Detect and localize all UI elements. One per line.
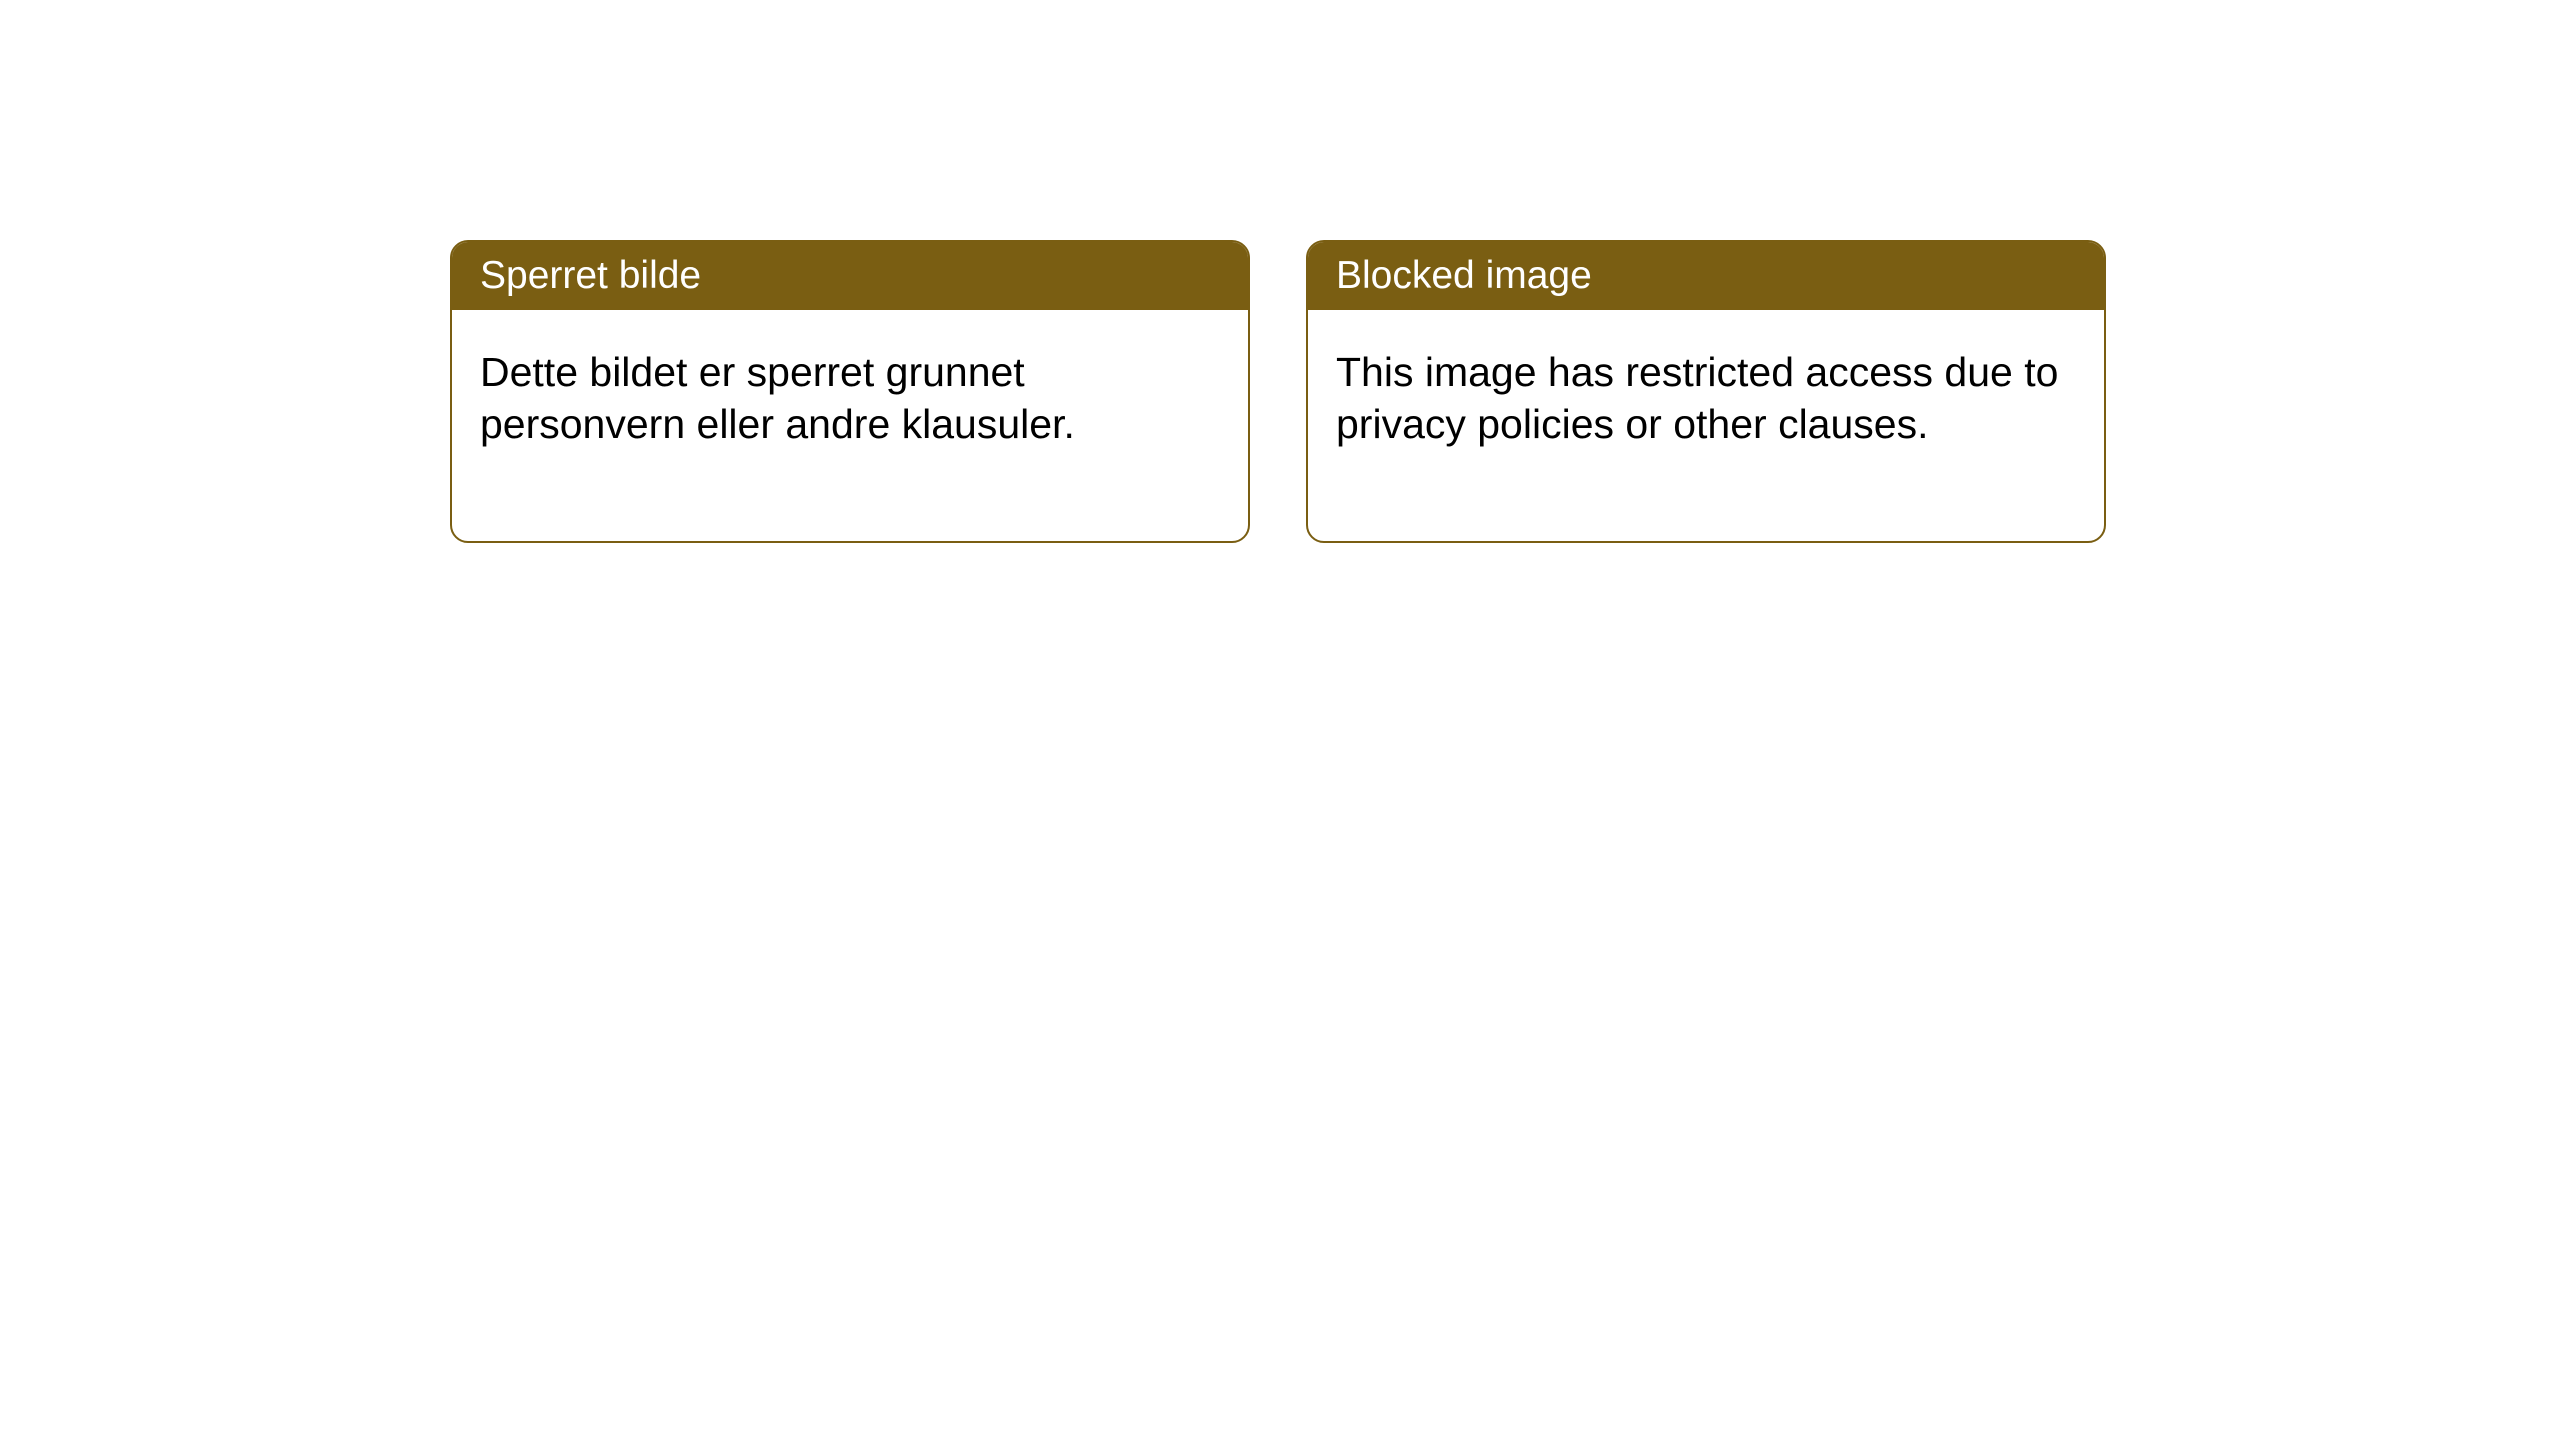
notice-card-norwegian: Sperret bilde Dette bildet er sperret gr…	[450, 240, 1250, 543]
notice-card-english: Blocked image This image has restricted …	[1306, 240, 2106, 543]
notice-title: Blocked image	[1308, 242, 2104, 310]
notice-title: Sperret bilde	[452, 242, 1248, 310]
notice-container: Sperret bilde Dette bildet er sperret gr…	[0, 0, 2560, 543]
notice-body: Dette bildet er sperret grunnet personve…	[452, 310, 1248, 541]
notice-body: This image has restricted access due to …	[1308, 310, 2104, 541]
